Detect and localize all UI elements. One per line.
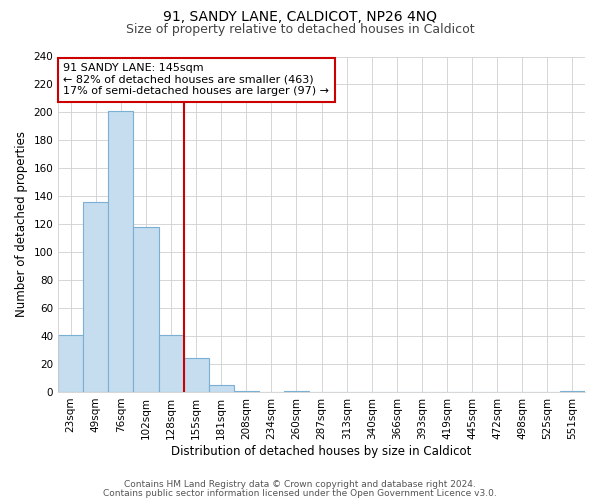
Bar (158, 334, 184, 392)
Text: Contains public sector information licensed under the Open Government Licence v3: Contains public sector information licen… (103, 488, 497, 498)
Bar (83, 202, 109, 392)
Text: 91, SANDY LANE, CALDICOT, NP26 4NQ: 91, SANDY LANE, CALDICOT, NP26 4NQ (163, 10, 437, 24)
Bar (184, 358, 209, 392)
Text: Size of property relative to detached houses in Caldicot: Size of property relative to detached ho… (125, 22, 475, 36)
Y-axis label: Number of detached properties: Number of detached properties (15, 131, 28, 317)
Text: 91 SANDY LANE: 145sqm
← 82% of detached houses are smaller (463)
17% of semi-det: 91 SANDY LANE: 145sqm ← 82% of detached … (64, 63, 329, 96)
Text: Contains HM Land Registry data © Crown copyright and database right 2024.: Contains HM Land Registry data © Crown c… (124, 480, 476, 489)
Bar (560, 390, 585, 392)
Bar (234, 390, 259, 392)
Bar (133, 227, 158, 392)
Bar (284, 390, 309, 392)
Bar (58, 334, 83, 392)
Bar (209, 385, 234, 392)
X-axis label: Distribution of detached houses by size in Caldicot: Distribution of detached houses by size … (172, 444, 472, 458)
Bar (109, 111, 133, 392)
